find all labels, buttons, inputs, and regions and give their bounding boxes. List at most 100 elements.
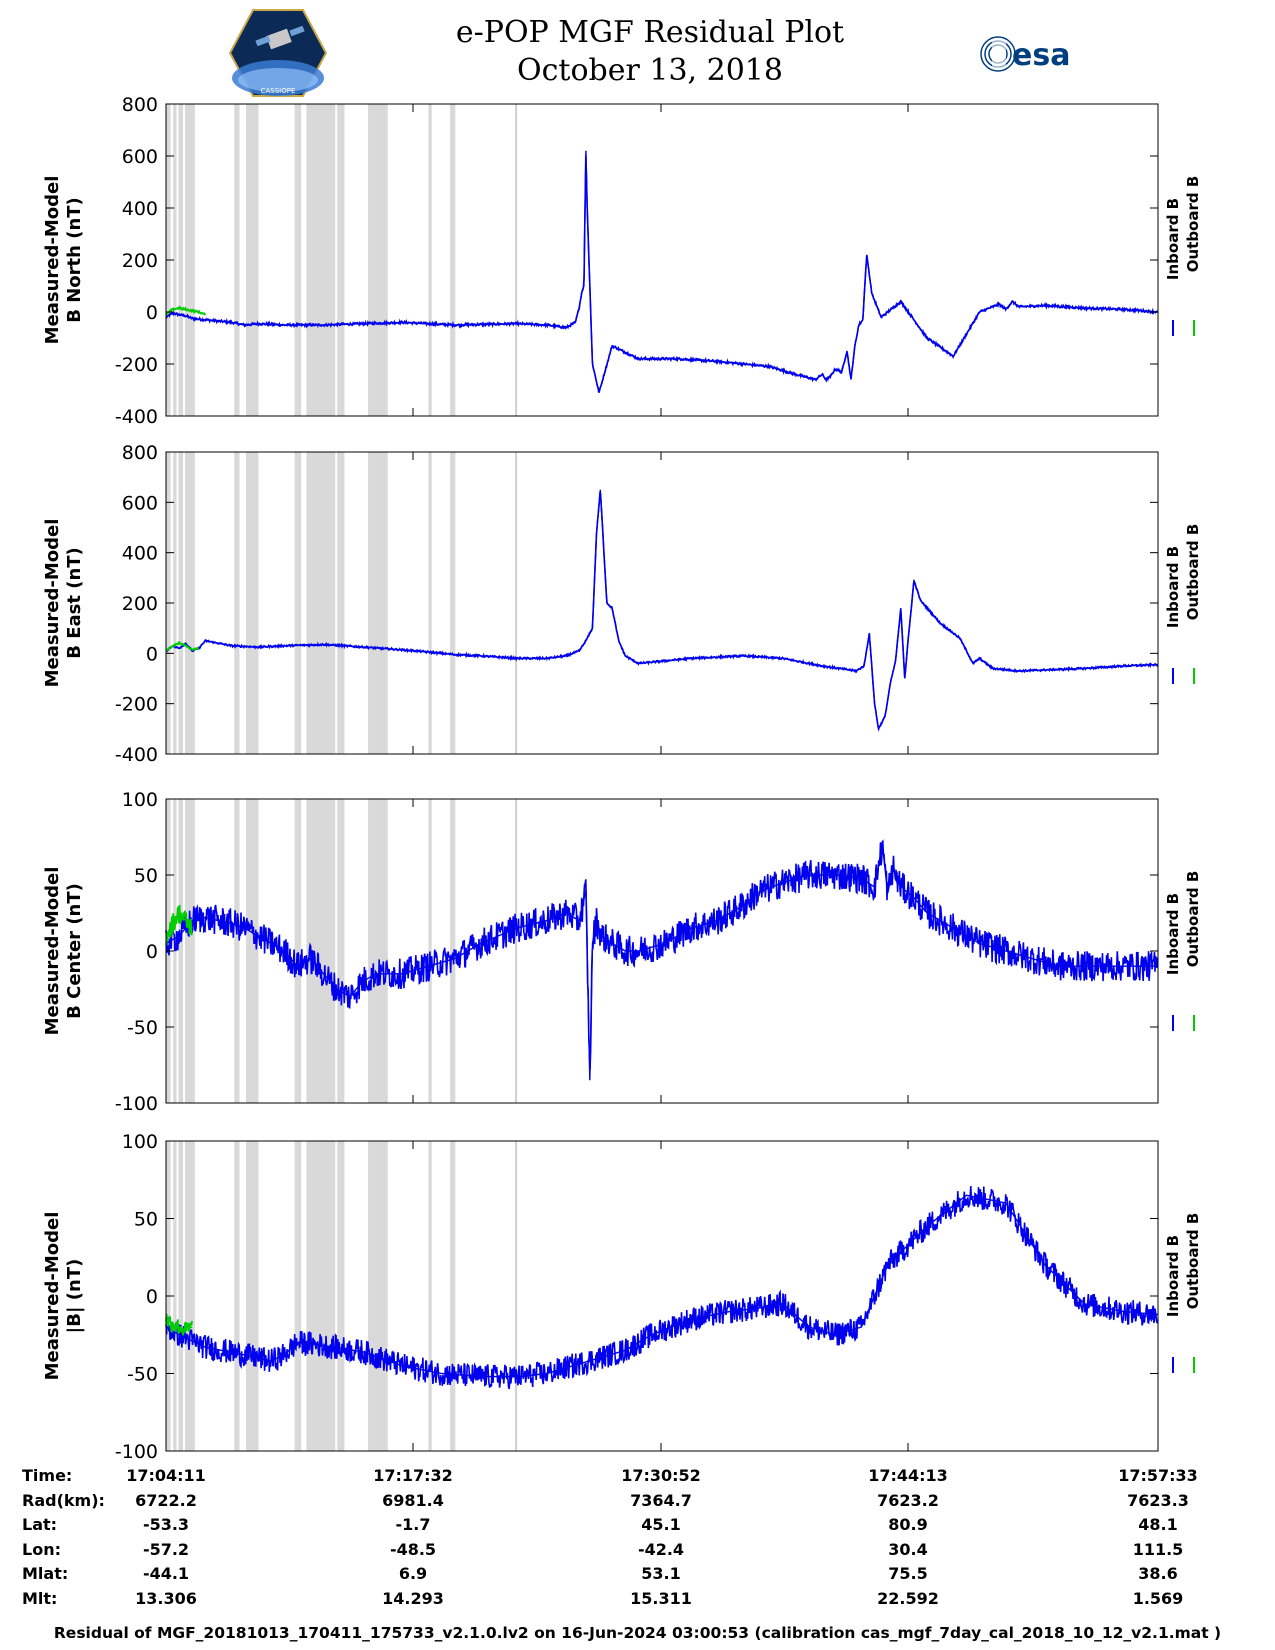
series-envelope-inboard [165,489,1159,731]
data-gap-band [428,452,432,754]
esa-logo: esa [978,34,1090,74]
data-gap-band [246,799,259,1103]
legend-outboard-label: Outboard B [1184,524,1202,621]
info-cell: 38.6 [1138,1564,1178,1584]
legend-outboard-label: Outboard B [1184,871,1202,968]
data-gap-band [337,452,345,754]
info-cell: 80.9 [888,1515,928,1535]
info-cell: 17:44:13 [868,1466,948,1485]
plot-title-date: October 13, 2018 [517,53,783,88]
info-cell: 6981.4 [382,1490,444,1510]
residual-plots: 800 600 400 200 0 -200 -400 Measured-ModelB Nor… [42,94,1202,1460]
legend: Inboard B Outboard B [1164,176,1202,336]
info-cell: 14.293 [382,1588,444,1608]
data-gap-band [178,104,184,416]
data-gap-band [234,799,240,1103]
info-cell: -42.4 [637,1539,685,1559]
legend: Inboard B Outboard B [1164,871,1202,1031]
panel-4: 100 50 0 -50 -100 Measured-Model|B| (nT) Inboa… [42,1131,1202,1460]
y-tick-label: 400 [122,543,158,565]
series-envelope-inboard [165,1194,1159,1378]
data-gap-band [450,104,456,416]
y-tick-label: -100 [115,1093,158,1115]
data-gap-band [428,1141,432,1451]
esa-logo-text: esa [1012,38,1070,73]
info-row: Mlt: 13.306 14.293 15.311 22.592 1.569 [22,1589,1262,1614]
info-row-label: Lon: [22,1539,61,1559]
info-cell: 75.5 [888,1564,928,1584]
info-cell: -48.5 [389,1539,437,1559]
y-tick-label: -200 [115,694,158,716]
data-gap-band [337,1141,345,1451]
info-cell: -53.3 [142,1515,190,1535]
info-row: Lat: -53.3 -1.7 45.1 80.9 48.1 [22,1515,1262,1540]
data-gap-band [294,1141,302,1451]
data-gap-band [368,452,388,754]
info-cell: -1.7 [395,1515,431,1535]
data-gap-band [428,799,432,1103]
info-cell: 22.592 [877,1588,939,1608]
plot-title: e-POP MGF Residual Plot October 13, 2018 [380,14,920,90]
y-tick-label: -200 [115,354,158,376]
data-gap-band [368,799,388,1103]
info-cell: 6.9 [398,1564,428,1584]
data-gap-band [234,1141,240,1451]
y-tick-label: -50 [127,1364,158,1386]
info-cell: 111.5 [1132,1539,1184,1559]
data-gap-band [185,104,195,416]
info-row: Rad(km): 6722.2 6981.4 7364.7 7623.2 7623.3 [22,1491,1262,1516]
data-gap-band [185,452,195,754]
cassiope-logo: CASSIOPE [228,8,328,98]
series-line-inboard [165,839,1159,1070]
info-cell: 17:04:11 [126,1466,206,1485]
info-cell: 15.311 [630,1588,692,1608]
data-gap-band [337,104,345,416]
info-row-label: Lat: [22,1515,58,1535]
y-tick-label: 600 [122,146,158,168]
y-tick-label: 0 [146,1286,158,1308]
footer-caption: Residual of MGF_20181013_170411_175733_v… [53,1624,1222,1642]
series-envelope-outboard [165,1318,193,1331]
series-envelope-inboard [165,150,1159,393]
y-tick-label: 0 [146,643,158,665]
series-line-inboard [165,1186,1159,1390]
panel-3: 100 50 0 -50 -100 Measured-ModelB Center (nT)… [42,789,1202,1115]
info-cell: 30.4 [888,1539,928,1559]
y-tick-label: -400 [115,744,158,766]
data-gap-band [450,452,456,754]
data-gap-band [294,104,302,416]
data-gap-band [368,104,388,416]
y-tick-label: -50 [127,1017,158,1039]
data-gap-band [450,799,456,1103]
data-gap-band [450,1141,456,1451]
series-envelope-inboard [165,844,1158,1081]
data-gap-band [294,452,302,754]
legend-inboard-label: Inboard B [1164,893,1182,975]
data-gap-band [246,104,259,416]
legend-outboard-label: Outboard B [1184,176,1202,273]
y-tick-label: 100 [122,1131,158,1153]
data-gap-band [306,1141,336,1451]
info-cell: 7364.7 [630,1490,692,1510]
legend: Inboard B Outboard B [1164,1213,1202,1373]
legend-inboard-label: Inboard B [1164,198,1182,280]
data-gap-band [173,1141,177,1451]
info-cell: -44.1 [142,1564,190,1584]
info-row-label: Rad(km): [22,1490,105,1510]
y-tick-label: 800 [122,442,158,464]
legend-inboard-label: Inboard B [1164,546,1182,628]
y-tick-label: 800 [122,94,158,116]
y-tick-label: 0 [146,302,158,324]
data-gap-band [246,1141,259,1451]
y-axis-label: Measured-ModelB North (nT) [42,176,85,345]
legend: Inboard B Outboard B [1164,524,1202,684]
data-gap-band [173,452,177,754]
panel-1: 800 600 400 200 0 -200 -400 Measured-ModelB Nor… [42,94,1202,428]
data-gap-band [185,1141,195,1451]
data-gap-band [234,452,240,754]
data-gap-band [234,104,240,416]
series-envelope-outboard [165,307,206,316]
series-line-outboard [165,1313,193,1336]
orbit-info-table: Time: 17:04:11 17:17:32 17:30:52 17:44:13 17:… [22,1466,1262,1614]
info-cell: -57.2 [142,1539,190,1559]
